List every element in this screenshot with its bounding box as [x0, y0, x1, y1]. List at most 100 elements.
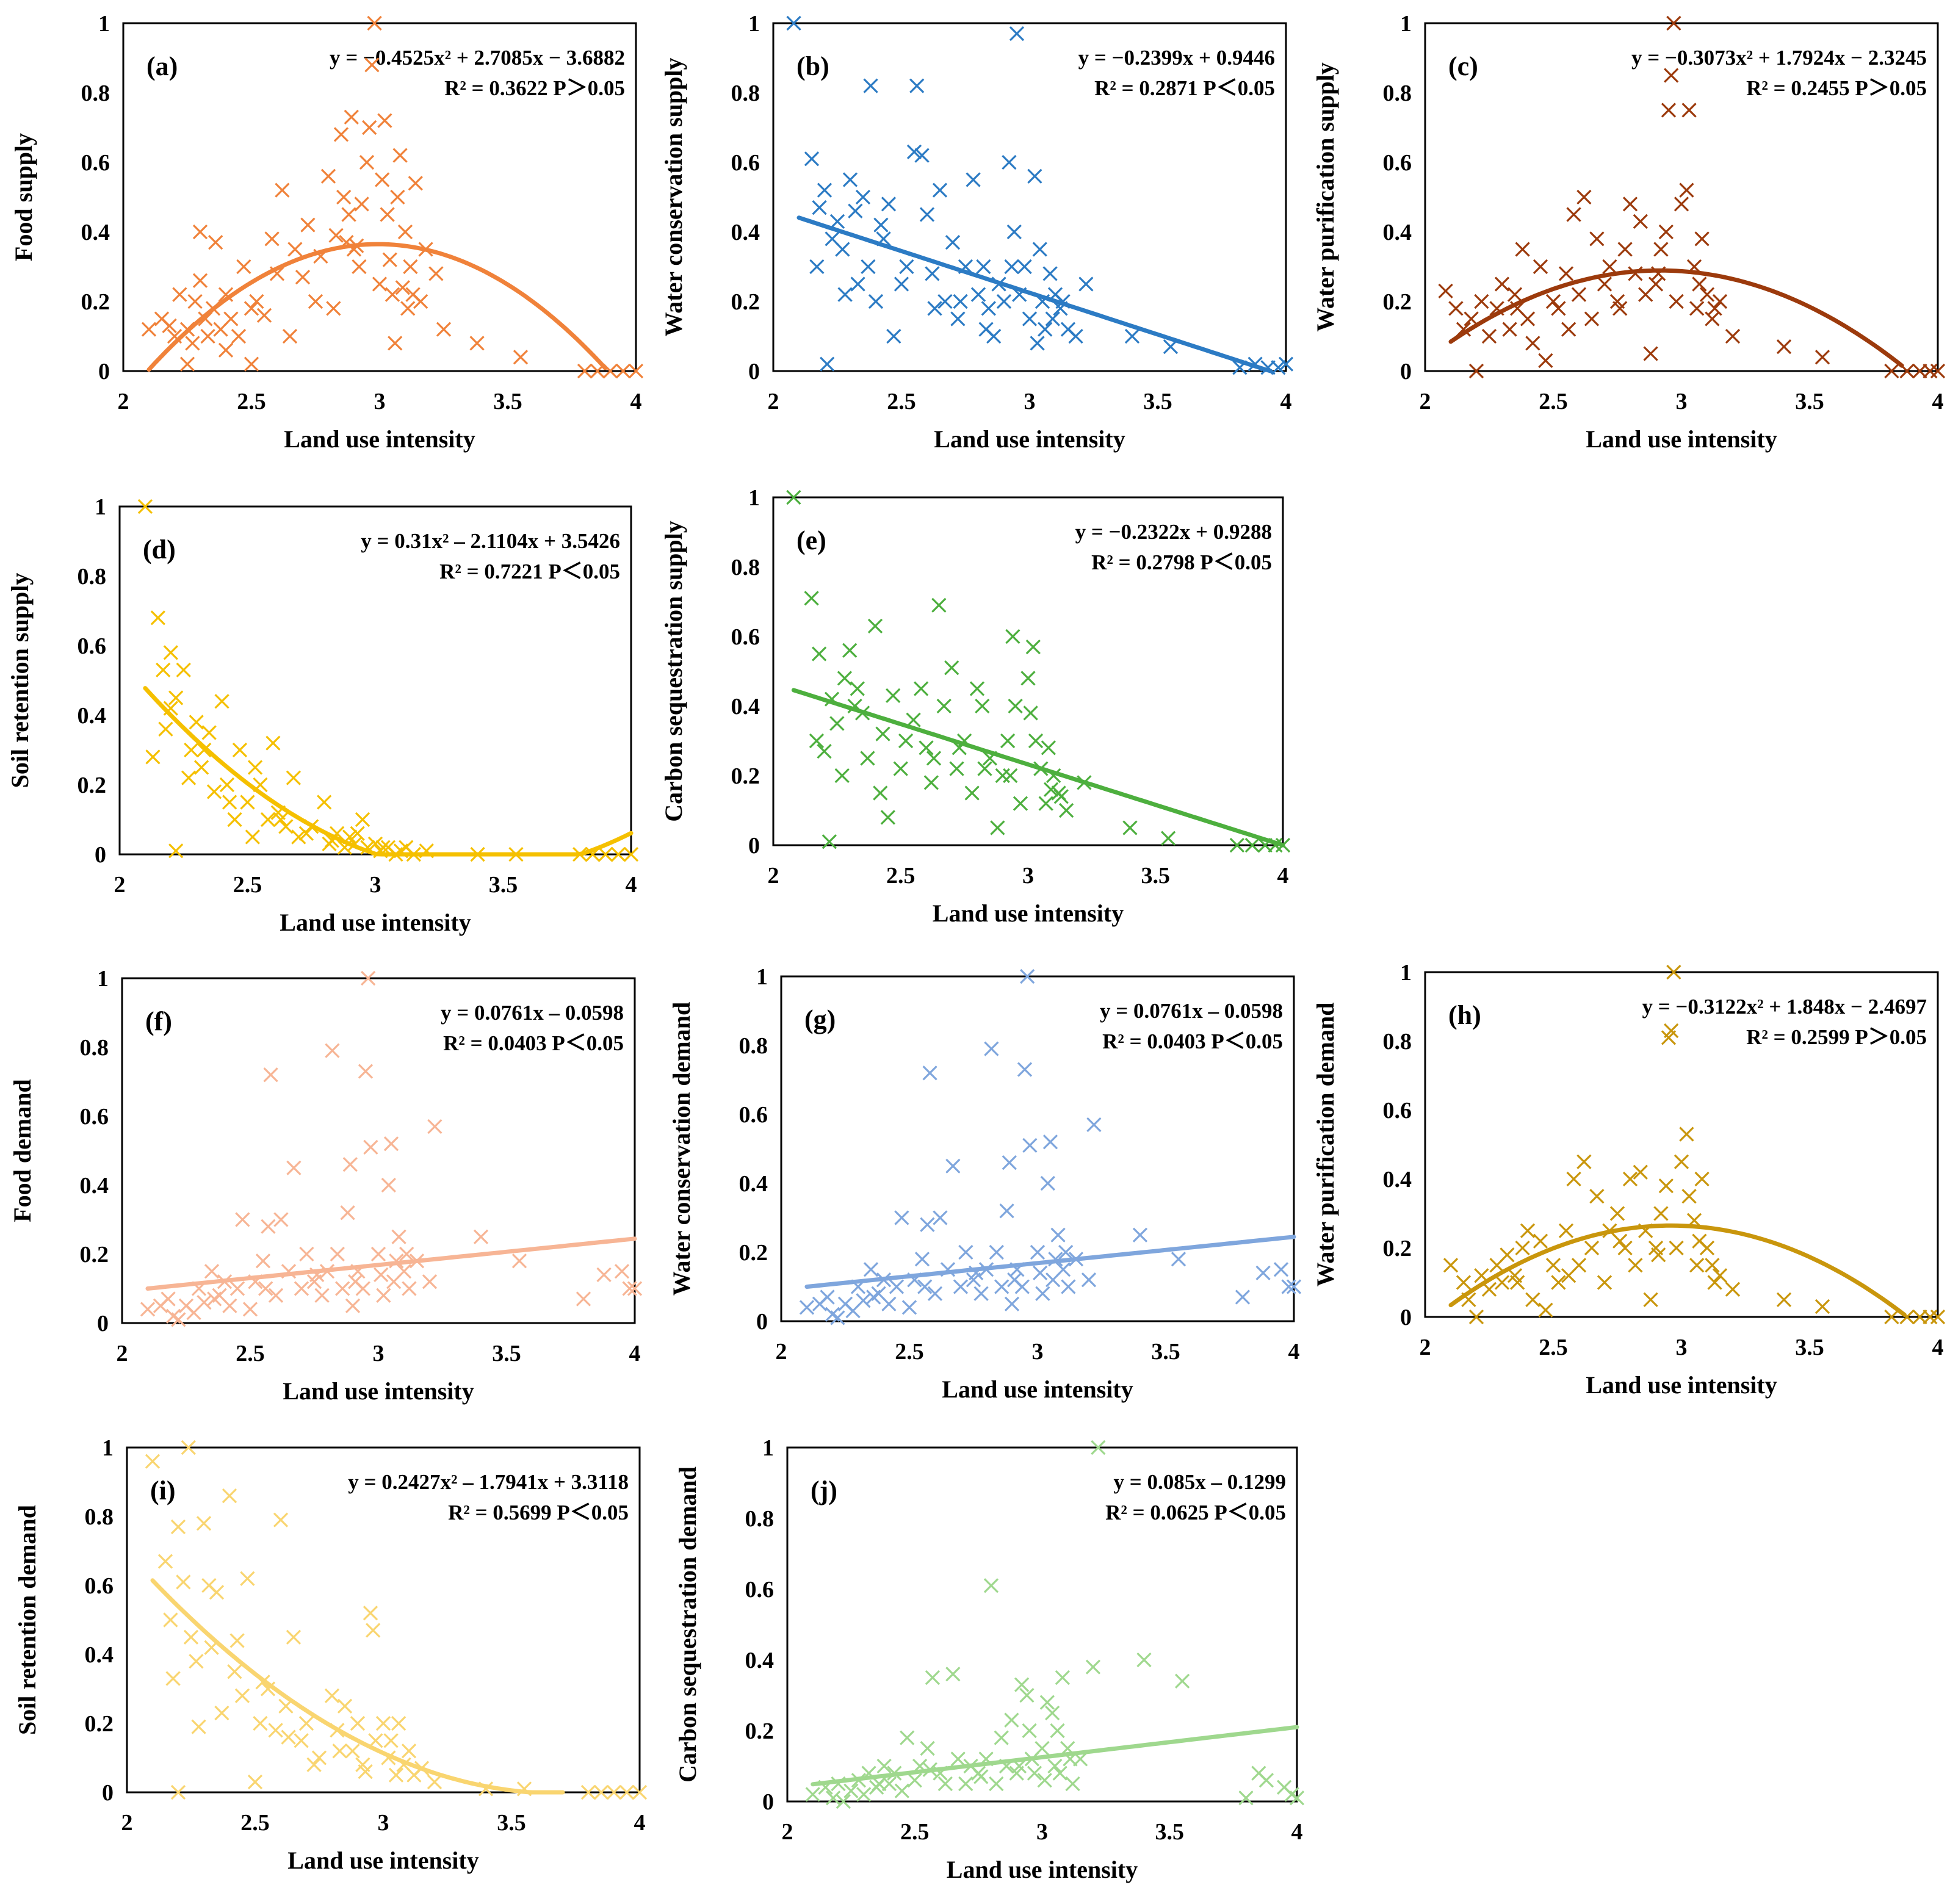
data-point: [1930, 363, 1946, 379]
data-point: [189, 715, 204, 730]
data-point: [1558, 1223, 1574, 1238]
data-point: [1489, 301, 1504, 316]
plot-frame-i: [126, 1446, 641, 1794]
data-point: [1609, 1206, 1625, 1221]
panel-label: (j): [811, 1476, 837, 1506]
data-point: [1002, 154, 1017, 170]
y-tick-label: 0.4: [78, 703, 107, 729]
data-point: [1689, 301, 1705, 316]
panel-a: 2 2.5 3 3.5 4 0 0.2 0.4 0.6 0.8 1 Land use intensit…: [10, 11, 644, 453]
y-tick-label: 0.8: [739, 1033, 768, 1059]
data-point: [1712, 1268, 1728, 1283]
data-point: [1050, 1723, 1065, 1739]
data-point: [922, 1066, 937, 1081]
y-axis-title: Water conservation demand: [668, 1002, 695, 1296]
data-point: [925, 266, 940, 281]
data-point: [1011, 1758, 1027, 1774]
data-point: [227, 812, 242, 828]
data-point: [414, 1761, 430, 1776]
x-axis-title: Land use intensity: [947, 1856, 1138, 1883]
y-axis-title: Food demand: [9, 1079, 36, 1222]
x-tick-label: 3.5: [1795, 1335, 1824, 1360]
data-point: [406, 846, 421, 862]
data-point: [1004, 1296, 1020, 1311]
data-point: [268, 1723, 283, 1738]
data-point: [1012, 287, 1027, 302]
data-point: [242, 1302, 258, 1317]
data-point: [163, 645, 178, 660]
data-point: [970, 287, 986, 302]
data-point: [183, 1629, 199, 1645]
y-axis-title: Carbon sequestration supply: [660, 521, 687, 821]
data-point: [240, 795, 255, 810]
data-point: [1520, 1223, 1536, 1238]
data-point: [286, 1629, 302, 1645]
data-point: [1055, 1670, 1071, 1686]
fit-statistics: R² = 0.3622 P＞0.05: [444, 76, 625, 100]
data-point: [590, 363, 605, 379]
data-point: [1612, 301, 1628, 316]
data-point: [229, 1281, 245, 1296]
fit-equation: y = 0.085x – 0.1299: [1114, 1470, 1286, 1494]
data-point: [927, 1286, 943, 1301]
data-point: [805, 1787, 820, 1802]
data-point: [1899, 1309, 1915, 1325]
data-point: [208, 234, 223, 250]
data-point: [1664, 1023, 1679, 1039]
data-point: [1038, 796, 1053, 811]
data-point: [253, 777, 268, 793]
data-point: [977, 761, 992, 776]
data-point: [1617, 1240, 1633, 1256]
data-point: [281, 1729, 296, 1745]
y-tick-label: 0.4: [1383, 220, 1412, 245]
data-point: [830, 1310, 845, 1325]
data-point: [1551, 301, 1566, 316]
data-point: [958, 1244, 973, 1260]
data-point: [232, 742, 248, 758]
data-point: [994, 1279, 1009, 1294]
data-point: [1461, 1292, 1476, 1307]
fit-equation: y = 0.0761x – 0.0598: [441, 1001, 624, 1025]
data-point: [991, 276, 1006, 292]
data-point: [1576, 189, 1592, 205]
data-point: [1275, 837, 1291, 853]
data-point: [1776, 1292, 1792, 1307]
data-point: [1020, 671, 1036, 686]
x-tick-label: 4: [1288, 1339, 1300, 1365]
y-tick-label: 1: [1400, 11, 1412, 37]
data-point: [218, 287, 234, 302]
data-point: [231, 328, 247, 344]
data-point: [786, 15, 801, 31]
y-tick-label: 0: [748, 833, 760, 859]
data-point: [1085, 1659, 1101, 1675]
data-point: [1776, 339, 1792, 355]
data-point: [197, 742, 212, 758]
data-point: [287, 242, 303, 257]
data-point: [218, 342, 234, 358]
data-point: [1000, 733, 1016, 749]
data-point: [1052, 1765, 1067, 1781]
plot-frame-b: [772, 22, 1287, 372]
data-point: [876, 231, 891, 247]
data-point: [273, 1512, 289, 1527]
data-point: [1081, 1272, 1097, 1288]
data-point: [1022, 1723, 1037, 1739]
data-point: [381, 1750, 396, 1765]
data-point: [1666, 15, 1681, 31]
data-point: [358, 1064, 374, 1079]
x-tick-label: 2.5: [900, 1819, 930, 1845]
y-tick-label: 0.4: [81, 220, 110, 245]
data-point: [1160, 831, 1176, 846]
data-point: [281, 1264, 297, 1279]
data-point: [377, 113, 392, 128]
data-point: [1456, 322, 1472, 337]
data-point: [1884, 1309, 1899, 1325]
data-point: [145, 1454, 161, 1469]
data-point: [141, 322, 157, 337]
panel-f: 2 2.5 3 3.5 4 0 0.2 0.4 0.6 0.8 1 Land use intensit…: [9, 966, 643, 1405]
data-point: [330, 1723, 345, 1738]
data-point: [408, 176, 423, 191]
data-point: [632, 1784, 648, 1800]
data-point: [1017, 1062, 1033, 1077]
data-point: [168, 843, 184, 859]
